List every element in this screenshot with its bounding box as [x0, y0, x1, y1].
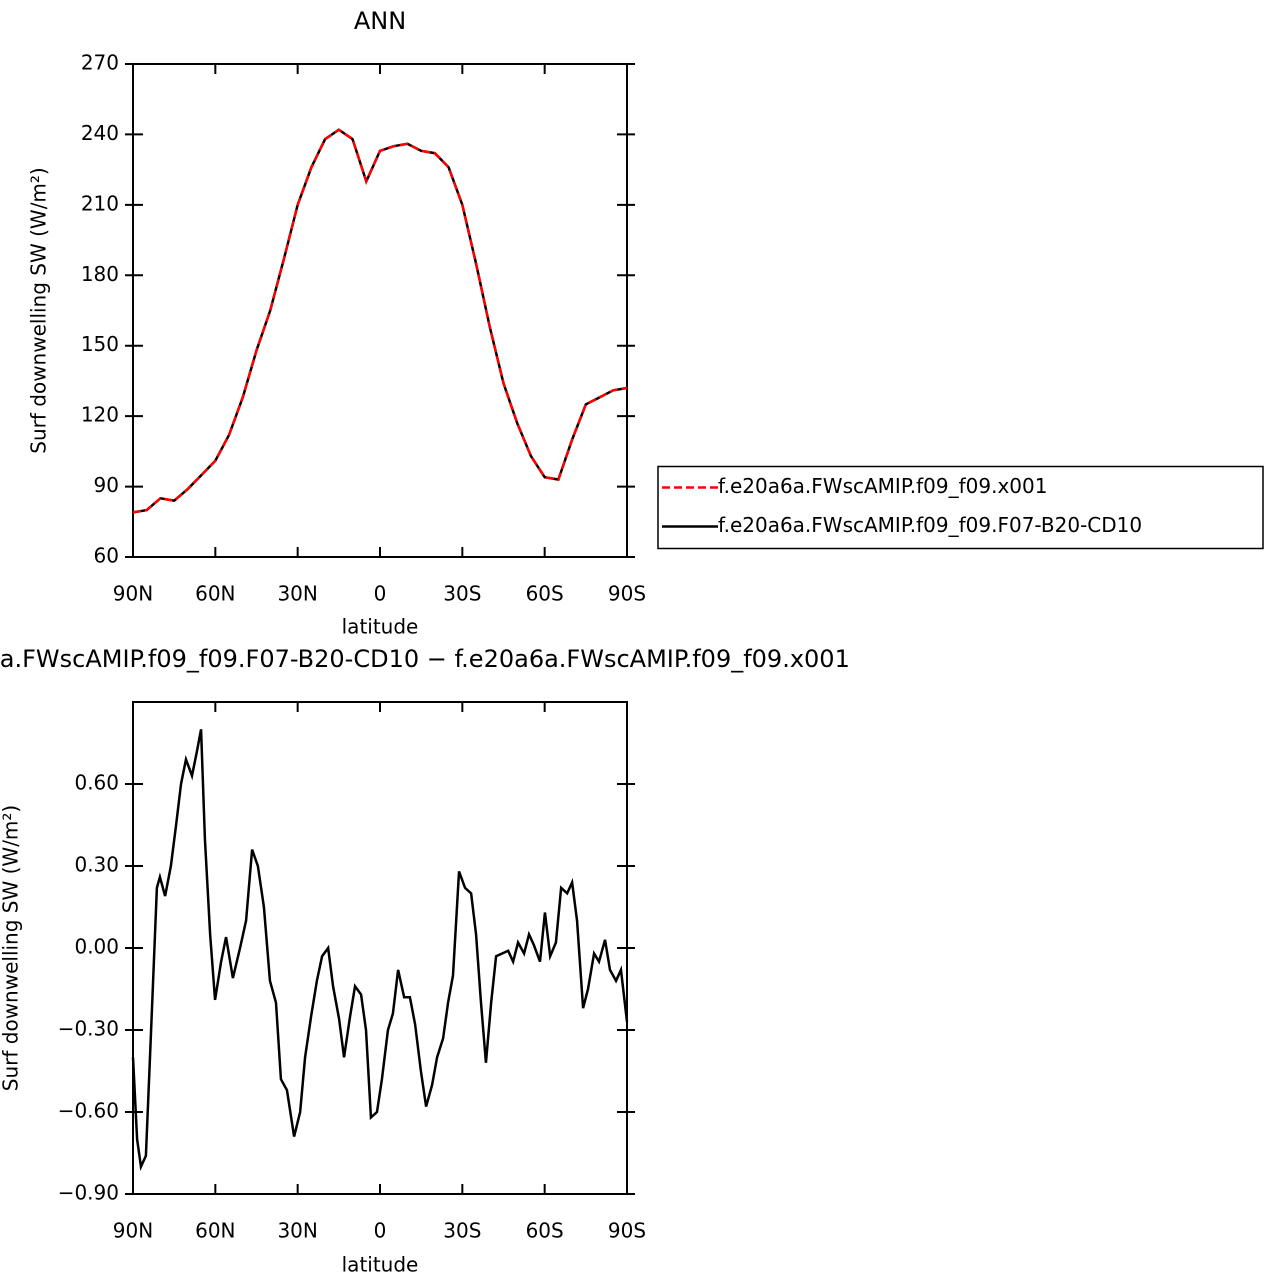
y-tick-label: 0.00	[74, 935, 119, 959]
x-axis-label: latitude	[342, 615, 419, 639]
y-tick-label: 210	[81, 191, 119, 215]
chart-title: ANN	[354, 7, 406, 35]
x-tick-label: 0	[374, 1219, 387, 1243]
x-tick-label: 60N	[195, 1219, 235, 1243]
x-tick-label: 30S	[443, 1219, 481, 1243]
y-tick-label: 0.30	[74, 853, 119, 877]
legend-box	[657, 465, 1264, 550]
y-tick-label: 150	[81, 332, 119, 356]
y-tick-label: −0.30	[58, 1017, 119, 1041]
data-line	[131, 729, 629, 1172]
legend-label: f.e20a6a.FWscAMIP.f09_f09.F07-B20-CD10	[718, 513, 1142, 537]
y-tick-label: −0.60	[58, 1099, 119, 1123]
y-axis-label: Surf downwelling SW (W/m²)	[0, 805, 23, 1091]
x-tick-label: 90S	[608, 582, 646, 606]
x-tick-label: 60N	[195, 582, 235, 606]
y-tick-label: 0.60	[74, 771, 119, 795]
x-tick-label: 90S	[608, 1219, 646, 1243]
y-axis-label: Surf downwelling SW (W/m²)	[27, 167, 51, 453]
y-tick-label: 180	[81, 262, 119, 286]
y-tick-label: 60	[94, 544, 119, 568]
y-tick-label: 240	[81, 121, 119, 145]
x-tick-label: 30N	[277, 582, 317, 606]
legend-label: f.e20a6a.FWscAMIP.f09_f09.x001	[718, 474, 1047, 498]
x-tick-label: 90N	[113, 1219, 153, 1243]
chart-title: f.e20a6a.FWscAMIP.f09_f09.F07-B20-CD10 −…	[0, 645, 850, 673]
x-tick-label: 0	[374, 582, 387, 606]
y-tick-label: −0.90	[58, 1181, 119, 1205]
x-tick-label: 30S	[443, 582, 481, 606]
data-line	[132, 128, 628, 514]
x-tick-label: 90N	[113, 582, 153, 606]
y-tick-label: 270	[81, 51, 119, 75]
plot-frame	[132, 701, 628, 1195]
x-tick-label: 30N	[277, 1219, 317, 1243]
plot-frame	[132, 63, 628, 558]
x-tick-label: 60S	[526, 1219, 564, 1243]
x-axis-label: latitude	[342, 1253, 419, 1277]
data-line	[132, 128, 628, 514]
y-tick-label: 90	[94, 473, 119, 497]
x-tick-label: 60S	[526, 582, 564, 606]
y-tick-label: 120	[81, 403, 119, 427]
